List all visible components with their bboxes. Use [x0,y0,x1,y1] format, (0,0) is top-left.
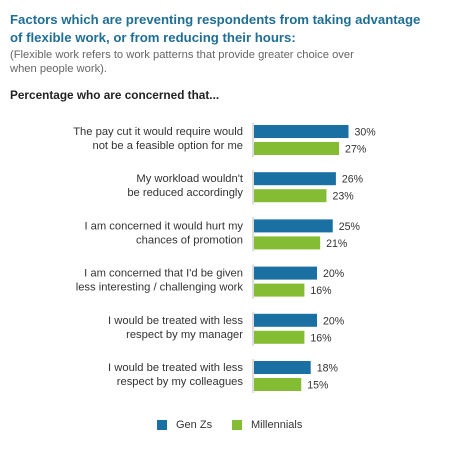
bar-millennials [254,236,321,250]
bar-millennials [254,378,302,391]
value-label-gen-zs: 26% [342,174,364,186]
legend-item-gen-zs: Gen Zs [157,419,212,431]
bar-gen-zs [254,172,336,186]
bar-chart: The pay cut it would require would not be… [73,123,377,393]
value-label-millennials: 16% [310,332,332,344]
value-label-millennials: 15% [307,380,329,392]
chart-subtitle: (Flexible work refers to work patterns t… [10,49,354,75]
legend-swatch-gen-zs [157,420,167,430]
category-label: My workload wouldn't [136,173,243,185]
category-label: The pay cut it would require would [73,126,243,138]
value-label-millennials: 27% [345,144,367,156]
value-label-gen-zs: 18% [317,363,339,375]
category-label: respect by my colleagues [117,376,244,388]
value-label-millennials: 16% [310,285,332,297]
category-label: I would be treated with less [108,362,243,374]
bar-gen-zs [254,219,333,233]
category-label: less interesting / challenging work [76,282,244,294]
value-label-gen-zs: 20% [323,268,345,280]
value-label-gen-zs: 30% [355,127,377,139]
value-label-gen-zs: 20% [323,315,345,327]
category-label: I am concerned it would hurt my [84,220,243,232]
bar-millennials [254,283,305,297]
category-label: I am concerned that I'd be given [84,268,243,280]
section-title: Percentage who are concerned that... [10,88,220,102]
value-label-gen-zs: 25% [339,221,361,233]
value-label-millennials: 23% [332,191,354,203]
bar-millennials [254,189,327,203]
legend-label-gen-zs: Gen Zs [176,419,213,431]
category-label: not be a feasible option for me [92,140,243,152]
bar-millennials [254,330,305,344]
bar-gen-zs [254,266,317,280]
category-label: I would be treated with less [108,315,243,327]
category-label: chances of promotion [136,234,243,246]
bar-gen-zs [254,125,349,138]
bar-gen-zs [254,313,317,327]
legend-label-millennials: Millennials [251,419,303,431]
category-label: respect by my manager [126,329,243,341]
chart-title: Factors which are preventing respondents… [10,12,421,45]
legend-swatch-millennials [232,420,242,430]
legend-item-millennials: Millennials [232,419,302,431]
value-label-millennials: 21% [326,238,348,250]
bar-millennials [254,142,340,155]
category-label: be reduced accordingly [127,187,243,199]
bar-gen-zs [254,361,311,374]
